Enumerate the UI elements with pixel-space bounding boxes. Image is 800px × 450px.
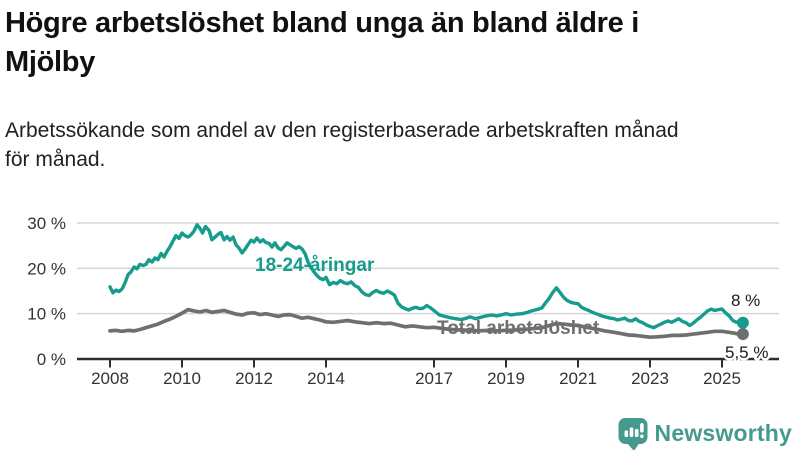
series-label-total: Total arbetslöshet: [437, 318, 600, 339]
newsworthy-brand-text: Newsworthy: [654, 419, 792, 446]
end-value-label-total: 5,5 %: [725, 343, 768, 362]
chart-subtitle-line-2: för månad.: [5, 148, 106, 171]
page-title-line-1: Högre arbetslöshet bland unga än bland ä…: [5, 7, 639, 39]
series-line-total: [108, 307, 745, 340]
page-title: Högre arbetslöshet bland unga än bland ä…: [5, 4, 785, 82]
x-axis-tick-label: 2012: [235, 369, 273, 388]
page-title-line-2: Mjölby: [5, 46, 96, 78]
series-end-dot-youth: [736, 316, 749, 329]
series-label-youth: 18-24-åringar: [255, 255, 375, 276]
x-axis-tick-label: 2023: [631, 369, 669, 388]
end-value-label-youth: 8 %: [731, 291, 760, 310]
x-axis-tick-label: 2025: [703, 369, 741, 388]
series-line-youth: [108, 223, 745, 330]
y-axis-tick-label: 10 %: [27, 305, 66, 324]
y-axis-tick-label: 0 %: [37, 350, 66, 369]
series-end-dot-total: [736, 328, 749, 341]
x-axis-tick-label: 2008: [91, 369, 129, 388]
x-axis-tick-label: 2019: [487, 369, 525, 388]
newsworthy-bar-chart-bubble-icon: [618, 418, 648, 450]
x-axis-tick-label: 2010: [163, 369, 201, 388]
newsworthy-logo: Newsworthy: [618, 415, 792, 450]
x-axis-tick-label: 2017: [415, 369, 453, 388]
x-axis-tick-label: 2021: [559, 369, 597, 388]
y-axis-tick-label: 20 %: [27, 259, 66, 278]
chart-subtitle-line-1: Arbetssökande som andel av den registerb…: [5, 119, 679, 142]
chart-subtitle: Arbetssökande som andel av den registerb…: [5, 116, 785, 174]
y-axis-tick-label: 30 %: [27, 214, 66, 233]
x-axis-tick-label: 2014: [307, 369, 345, 388]
